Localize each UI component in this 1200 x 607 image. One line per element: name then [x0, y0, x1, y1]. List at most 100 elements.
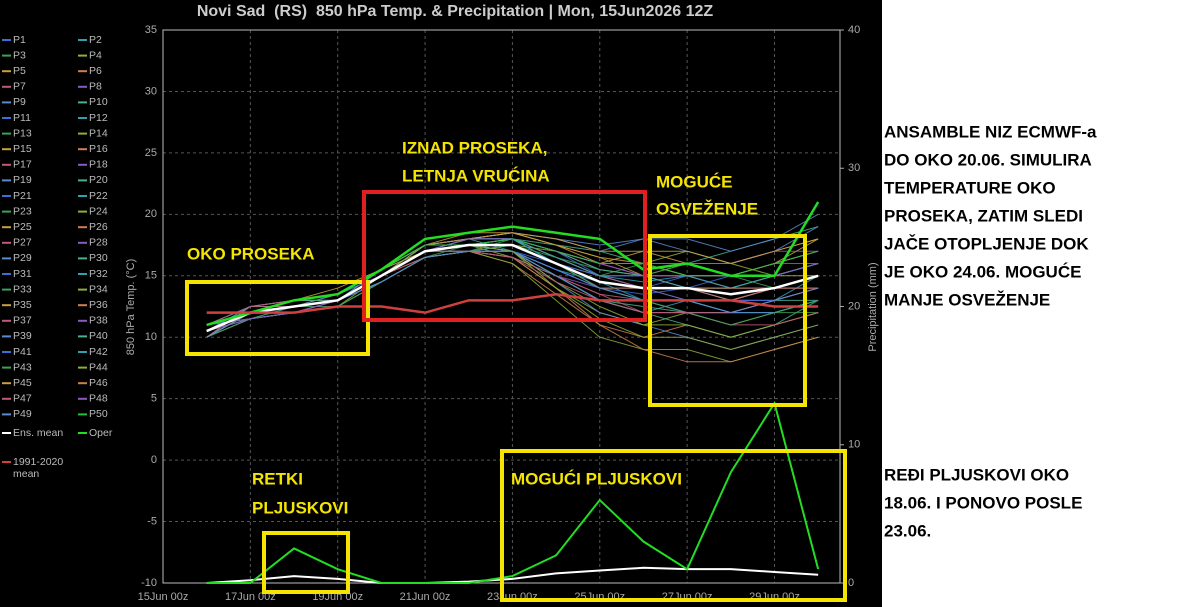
legend-label: P32 — [89, 268, 108, 280]
y-tick-label: -5 — [147, 515, 157, 527]
y-tick-label: 30 — [145, 85, 157, 97]
annotation: IZNAD PROSEKA, — [402, 138, 547, 157]
legend-label: P16 — [89, 143, 108, 155]
legend-label: P12 — [89, 112, 108, 124]
legend-label: P47 — [13, 393, 32, 405]
legend-label: P50 — [89, 408, 108, 420]
annotation: PLJUSKOVI — [252, 498, 348, 517]
annotation: OSVEŽENJE — [656, 199, 758, 218]
legend-label: P23 — [13, 205, 32, 217]
y-tick-label: 10 — [145, 331, 157, 343]
legend-label: P27 — [13, 237, 32, 249]
legend-label: P4 — [89, 49, 102, 61]
legend-label: P2 — [89, 34, 102, 46]
precip-line — [206, 566, 819, 584]
legend-label: P39 — [13, 330, 32, 342]
series-line — [206, 243, 819, 333]
annotation: MOGUĆI PLJUSKOVI — [511, 469, 682, 488]
y2-tick-label: 30 — [848, 162, 860, 174]
legend-label: P22 — [89, 190, 108, 202]
legend: P1 P2 P3 P4 P5 P6 P7 P8 P9 P10 P11 P12 P13 P14 P15 P16 P… — [2, 34, 113, 480]
y2-tick-label: 0 — [848, 577, 854, 589]
legend-label: P3 — [13, 49, 26, 61]
annotation: OKO PROSEKA — [187, 244, 315, 263]
legend-label: P34 — [89, 283, 108, 295]
annotation-box — [362, 190, 647, 322]
precip-line — [206, 400, 820, 584]
x-tick-label: 15Jun 00z — [138, 591, 189, 603]
legend-label: P40 — [89, 330, 108, 342]
y-tick-label: 20 — [145, 208, 157, 220]
y-tick-label: -10 — [141, 577, 157, 589]
legend-label: P36 — [89, 299, 108, 311]
note-line: ANSAMBLE NIZ ECMWF-a — [884, 122, 1097, 141]
legend-label: P30 — [89, 252, 108, 264]
y-tick-label: 25 — [145, 147, 157, 159]
legend-label: P17 — [13, 159, 32, 171]
legend-label: P14 — [89, 127, 108, 139]
annotation: RETKI — [252, 469, 303, 488]
note-line: TEMPERATURE OKO — [884, 178, 1056, 197]
legend-label: Ens. mean — [13, 427, 63, 439]
legend-label: Oper — [89, 427, 113, 439]
legend-label: P8 — [89, 81, 102, 93]
legend-label: P1 — [13, 34, 26, 46]
y2-axis-label: Precipitation (mm) — [867, 262, 879, 351]
legend-label: P19 — [13, 174, 32, 186]
legend-label: P20 — [89, 174, 108, 186]
y-tick-label: 35 — [145, 24, 157, 36]
legend-label: P46 — [89, 377, 108, 389]
chart-title: Novi Sad (RS) 850 hPa Temp. & Precipitat… — [197, 3, 714, 20]
note-line: DO OKO 20.06. SIMULIRA — [884, 150, 1092, 169]
note-line: MANJE OSVEŽENJE — [884, 290, 1050, 309]
legend-label: P45 — [13, 377, 32, 389]
legend-label: P6 — [89, 65, 102, 77]
legend-label: P21 — [13, 190, 32, 202]
y-tick-label: 0 — [151, 454, 157, 466]
legend-label: P28 — [89, 237, 108, 249]
legend-label: P24 — [89, 205, 108, 217]
annotation: LETNJA VRUĆINA — [402, 166, 550, 185]
x-tick-label: 21Jun 00z — [400, 591, 451, 603]
y2-tick-label: 10 — [848, 439, 860, 451]
legend-label: P33 — [13, 283, 32, 295]
legend-label: P11 — [13, 112, 31, 124]
annotation-box — [648, 234, 807, 407]
series-line — [206, 292, 819, 314]
annotation: MOGUĆE — [656, 172, 733, 191]
y-tick-label: 5 — [151, 393, 157, 405]
legend-label: P49 — [13, 408, 32, 420]
legend-label: P5 — [13, 65, 26, 77]
legend-label: P25 — [13, 221, 32, 233]
note-line: JAČE OTOPLJENJE DOK — [884, 234, 1089, 253]
legend-label: P48 — [89, 393, 108, 405]
note-line: REĐI PLJUSKOVI OKO — [884, 465, 1069, 484]
note-line: 18.06. I PONOVO POSLE — [884, 493, 1082, 512]
annotations: OKO PROSEKA IZNAD PROSEKA, LETNJA VRUĆIN… — [185, 138, 847, 602]
legend-label: P41 — [13, 346, 32, 358]
y2-tick-label: 40 — [848, 24, 860, 36]
annotation-box — [500, 449, 847, 602]
notes: ANSAMBLE NIZ ECMWF-a DO OKO 20.06. SIMULI… — [884, 122, 1097, 540]
legend-label: P31 — [13, 268, 32, 280]
legend-label: P7 — [13, 81, 26, 93]
y2-tick-label: 20 — [848, 300, 860, 312]
note-line: JE OKO 24.06. MOGUĆE — [884, 262, 1081, 281]
y-axis-label: 850 hPa Temp. (°C) — [125, 259, 137, 356]
legend-label: P38 — [89, 315, 108, 327]
series-line — [206, 201, 820, 327]
legend-label: P10 — [89, 96, 108, 108]
legend-label: 1991-2020 mean — [13, 456, 63, 480]
legend-label: P29 — [13, 252, 32, 264]
legend-label: P35 — [13, 299, 32, 311]
legend-label: P9 — [13, 96, 26, 108]
legend-label: P26 — [89, 221, 108, 233]
annotation-box — [262, 531, 350, 594]
legend-label: P42 — [89, 346, 108, 358]
note-line: 23.06. — [884, 521, 931, 540]
legend-label: P18 — [89, 159, 108, 171]
background — [0, 0, 882, 607]
